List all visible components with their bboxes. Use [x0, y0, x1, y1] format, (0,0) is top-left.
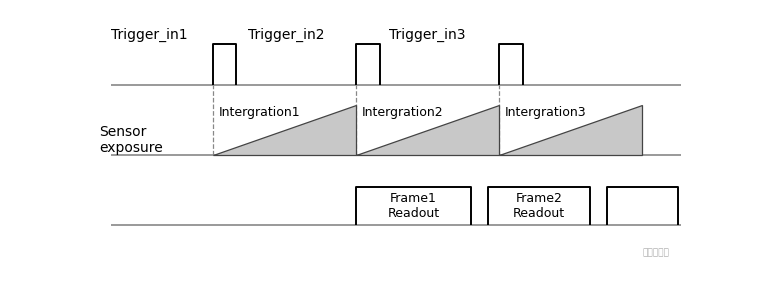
Text: Intergration2: Intergration2: [362, 106, 444, 119]
Polygon shape: [356, 106, 499, 155]
Text: Sensor
exposure: Sensor exposure: [99, 125, 163, 156]
Text: 智智最前沿: 智智最前沿: [642, 248, 669, 257]
Text: Frame2
Readout: Frame2 Readout: [513, 192, 565, 220]
Text: Frame1
Readout: Frame1 Readout: [387, 192, 440, 220]
Text: Trigger_in1: Trigger_in1: [111, 28, 188, 42]
Text: Trigger_in2: Trigger_in2: [249, 28, 325, 42]
Polygon shape: [213, 106, 356, 155]
Text: Intergration1: Intergration1: [219, 106, 300, 119]
Text: Intergration3: Intergration3: [505, 106, 587, 119]
Polygon shape: [499, 106, 642, 155]
Text: Trigger_in3: Trigger_in3: [389, 28, 465, 42]
